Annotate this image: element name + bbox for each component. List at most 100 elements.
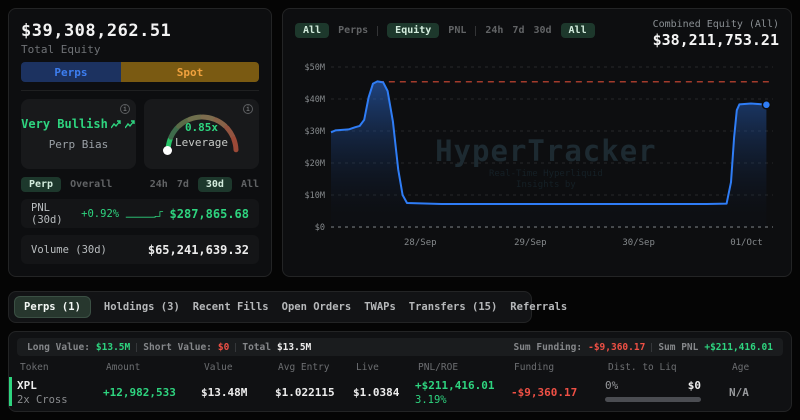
tab-overall[interactable]: Overall xyxy=(70,179,113,190)
position-row-xpl[interactable]: XPL 2x Cross +12,982,533 $13.48M $1.0221… xyxy=(9,377,791,406)
tab-holdings[interactable]: Holdings (3) xyxy=(103,301,180,313)
svg-text:$40M: $40M xyxy=(305,95,325,105)
perp-bias-card: Very Bullish Perp Bias xyxy=(21,99,136,169)
pnl-sparkline xyxy=(125,210,164,218)
total-value: $13.5M xyxy=(276,341,312,353)
col-avg-entry: Avg Entry xyxy=(278,362,330,373)
separator xyxy=(475,25,477,36)
separator xyxy=(377,25,379,36)
col-dist-to-liq: Dist. to Liq xyxy=(608,362,677,373)
col-amount: Amount xyxy=(106,362,141,373)
tab-range-24h[interactable]: 24h xyxy=(485,25,504,36)
svg-text:$20M: $20M xyxy=(305,159,325,169)
avg-entry-cell: $1.022115 xyxy=(275,386,335,399)
col-funding: Funding xyxy=(514,362,555,373)
info-icon[interactable] xyxy=(243,104,253,114)
dist-to-liq-bar xyxy=(605,397,701,402)
long-value-label: Long Value: xyxy=(27,341,90,353)
positions-panel: Long Value: $13.5M Short Value: $0 Total… xyxy=(8,331,792,412)
gauge-needle-dot xyxy=(162,146,172,155)
tab-metric-pnl[interactable]: PNL xyxy=(448,25,467,36)
tab-range-all[interactable]: All xyxy=(560,23,595,38)
perp-bias-label: Perp Bias xyxy=(48,138,109,151)
svg-text:$50M: $50M xyxy=(305,63,325,73)
svg-text:$30M: $30M xyxy=(305,127,325,137)
tab-30d[interactable]: 30d xyxy=(197,177,232,192)
tab-7d[interactable]: 7d xyxy=(176,179,189,190)
separator xyxy=(651,342,653,352)
bottom-tabbar: Perps (1) Holdings (3) Recent Fills Open… xyxy=(8,291,567,323)
volume-value: $65,241,639.32 xyxy=(147,242,249,257)
positions-summary-bar: Long Value: $13.5M Short Value: $0 Total… xyxy=(17,338,783,356)
svg-text:29/Sep: 29/Sep xyxy=(514,238,547,248)
long-value: $13.5M xyxy=(95,341,131,353)
col-age: Age xyxy=(732,362,750,373)
tab-transfers[interactable]: Transfers (15) xyxy=(408,301,498,313)
pnl-percent: +0.92% xyxy=(81,207,120,220)
short-value: $0 xyxy=(217,341,230,353)
tab-all[interactable]: All xyxy=(240,179,259,190)
col-pnl-roe: PNL/ROE xyxy=(418,362,459,373)
roe-cell: 3.19% xyxy=(415,394,447,406)
tab-range-7d[interactable]: 7d xyxy=(512,25,525,36)
tab-scope-perps[interactable]: Perps xyxy=(338,25,369,36)
pnl-row: PNL (30d) +0.92% $287,865.68 xyxy=(21,199,259,228)
col-token: Token xyxy=(20,362,49,373)
equity-area-chart[interactable]: $0 $10M $20M $30M $40M $50M 28/Sep 29/Sep 30/Sep… xyxy=(295,53,781,255)
tab-range-30d[interactable]: 30d xyxy=(533,25,552,36)
trend-up-icon xyxy=(124,119,135,128)
leverage-label: Leverage xyxy=(175,136,228,149)
svg-text:$10M: $10M xyxy=(305,191,325,201)
info-icon[interactable] xyxy=(120,104,130,114)
svg-text:$0: $0 xyxy=(315,223,325,233)
sum-pnl-label: Sum PNL xyxy=(658,341,699,353)
token-leverage: 2x Cross xyxy=(17,394,68,406)
svg-text:01/Oct: 01/Oct xyxy=(730,238,763,248)
chart-panel: All Perps Equity PNL 24h 7d 30d All Comb… xyxy=(282,8,792,277)
combined-equity-label: Combined Equity (All) xyxy=(652,19,779,30)
tab-referrals[interactable]: Referrals xyxy=(510,301,568,313)
perps-spot-split: Perps Spot xyxy=(21,62,259,82)
total-equity-label: Total Equity xyxy=(21,43,101,56)
separator xyxy=(136,342,138,352)
perp-bias-value: Very Bullish xyxy=(21,117,108,131)
sum-funding-label: Sum Funding: xyxy=(513,341,583,353)
volume-label: Volume (30d) xyxy=(31,243,107,256)
volume-row: Volume (30d) $65,241,639.32 xyxy=(21,235,259,264)
positions-header-row: Token Amount Value Avg Entry Live PNL/RO… xyxy=(17,362,783,373)
svg-text:30/Sep: 30/Sep xyxy=(622,238,655,248)
equity-chart[interactable]: HyperTracker Real-Time Hyperliquid Insig… xyxy=(295,53,779,255)
equity-panel: $39,308,262.51 Total Equity Perps Spot V… xyxy=(8,8,272,277)
tab-scope-all[interactable]: All xyxy=(295,23,330,38)
funding-cell: -$9,360.17 xyxy=(511,386,578,399)
col-value: Value xyxy=(204,362,233,373)
dist-to-liq-pct: 0% xyxy=(605,379,619,392)
tab-perp[interactable]: Perp xyxy=(21,177,62,192)
tab-twaps[interactable]: TWAPs xyxy=(364,301,396,313)
leverage-gauge xyxy=(162,114,238,155)
pnl-cell: +$211,416.01 xyxy=(415,379,495,392)
age-cell: N/A xyxy=(729,386,749,399)
svg-text:28/Sep: 28/Sep xyxy=(404,238,437,248)
total-value-label: Total xyxy=(242,341,271,353)
pnl-value: $287,865.68 xyxy=(169,206,249,221)
short-value-label: Short Value: xyxy=(143,341,212,353)
sum-funding-value: -$9,360.17 xyxy=(588,341,646,353)
perps-split-button[interactable]: Perps xyxy=(21,62,121,82)
pnl-label: PNL (30d) xyxy=(31,201,63,226)
separator xyxy=(235,342,237,352)
tab-24h[interactable]: 24h xyxy=(149,179,168,190)
value-cell: $13.48M xyxy=(201,386,248,399)
tab-metric-equity[interactable]: Equity xyxy=(387,23,440,38)
amount-cell: +12,982,533 xyxy=(103,386,176,399)
live-price-cell: $1.0384 xyxy=(353,386,400,399)
col-live: Live xyxy=(356,362,379,373)
total-equity-value: $39,308,262.51 xyxy=(21,21,172,41)
tab-open-orders[interactable]: Open Orders xyxy=(281,301,352,313)
tab-recent-fills[interactable]: Recent Fills xyxy=(192,301,269,313)
leverage-value: 0.85x xyxy=(184,121,219,134)
token-symbol: XPL xyxy=(17,379,37,392)
spot-split-button[interactable]: Spot xyxy=(120,62,259,82)
divider xyxy=(21,90,259,91)
tab-perps-positions[interactable]: Perps (1) xyxy=(14,296,91,318)
